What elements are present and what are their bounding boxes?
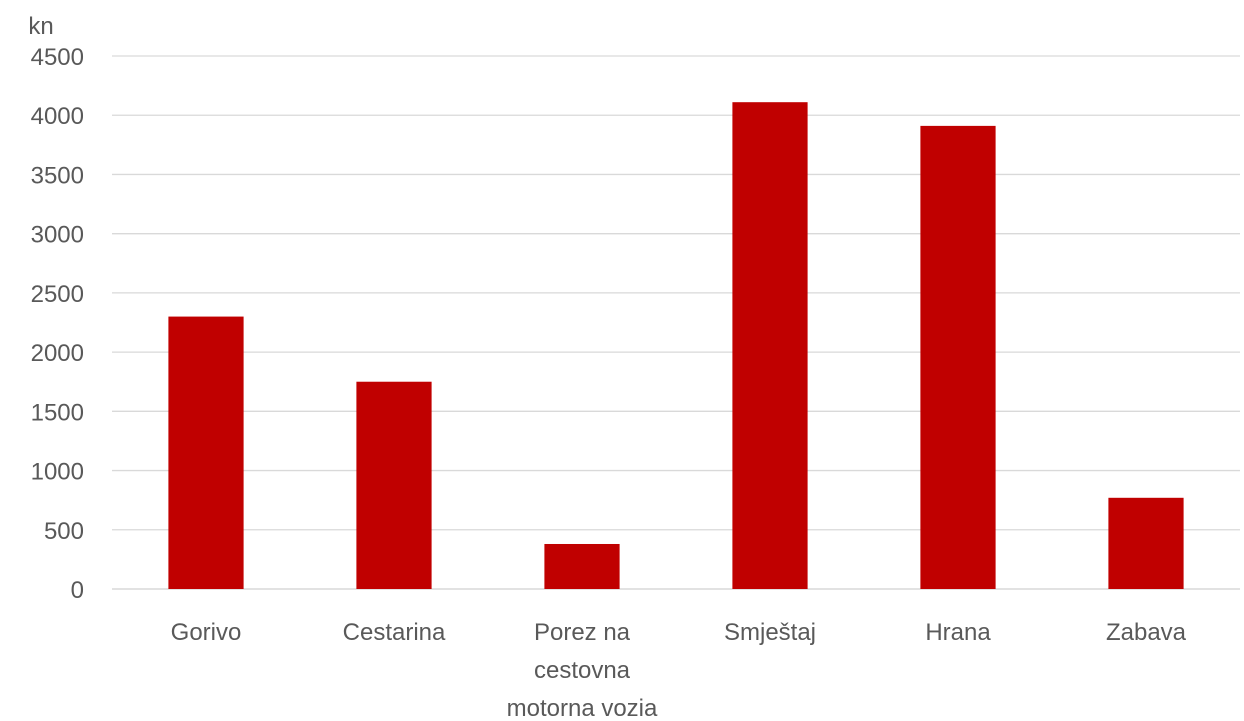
bar [168,316,244,589]
x-category-label-line: cestovna [534,657,631,684]
x-category-label: Gorivo [171,619,242,646]
x-category-label: Cestarina [343,619,446,646]
x-category-label: Zabava [1106,619,1187,646]
x-category-label-line: Porez na [534,619,631,646]
y-tick-label: 1000 [31,459,84,486]
y-tick-label: 4000 [31,103,84,130]
y-tick-label: 1500 [31,399,84,426]
x-category-label: Hrana [925,619,991,646]
x-axis-labels: Gorivo Cestarina Porez na cestovna motorna v… [171,619,1187,721]
y-tick-label: 3000 [31,222,84,249]
bar [356,381,432,589]
bar [544,543,620,589]
bar [1108,497,1184,589]
y-tick-label: 0 [71,577,84,604]
y-tick-label: 2500 [31,281,84,308]
x-category-label: Smještaj [724,619,816,646]
bars [168,102,1184,590]
bar [920,125,996,589]
y-unit-label: kn [28,13,53,40]
x-category-label-line: Cestarina [343,619,446,646]
y-axis-ticks: 0 500 1000 1500 2000 2500 3000 3500 4000 4500 [31,44,84,604]
y-tick-label: 3500 [31,162,84,189]
gridlines [112,55,1240,590]
bar [732,102,808,590]
x-category-label-line: Hrana [925,619,991,646]
y-tick-label: 4500 [31,44,84,71]
x-category-label-line: Smještaj [724,619,816,646]
x-category-label: Porez na cestovna motorna vozia [507,619,658,721]
x-category-label-line: motorna vozia [507,695,658,721]
x-category-label-line: Gorivo [171,619,242,646]
y-tick-label: 500 [44,518,84,545]
x-category-label-line: Zabava [1106,619,1187,646]
y-tick-label: 2000 [31,340,84,367]
